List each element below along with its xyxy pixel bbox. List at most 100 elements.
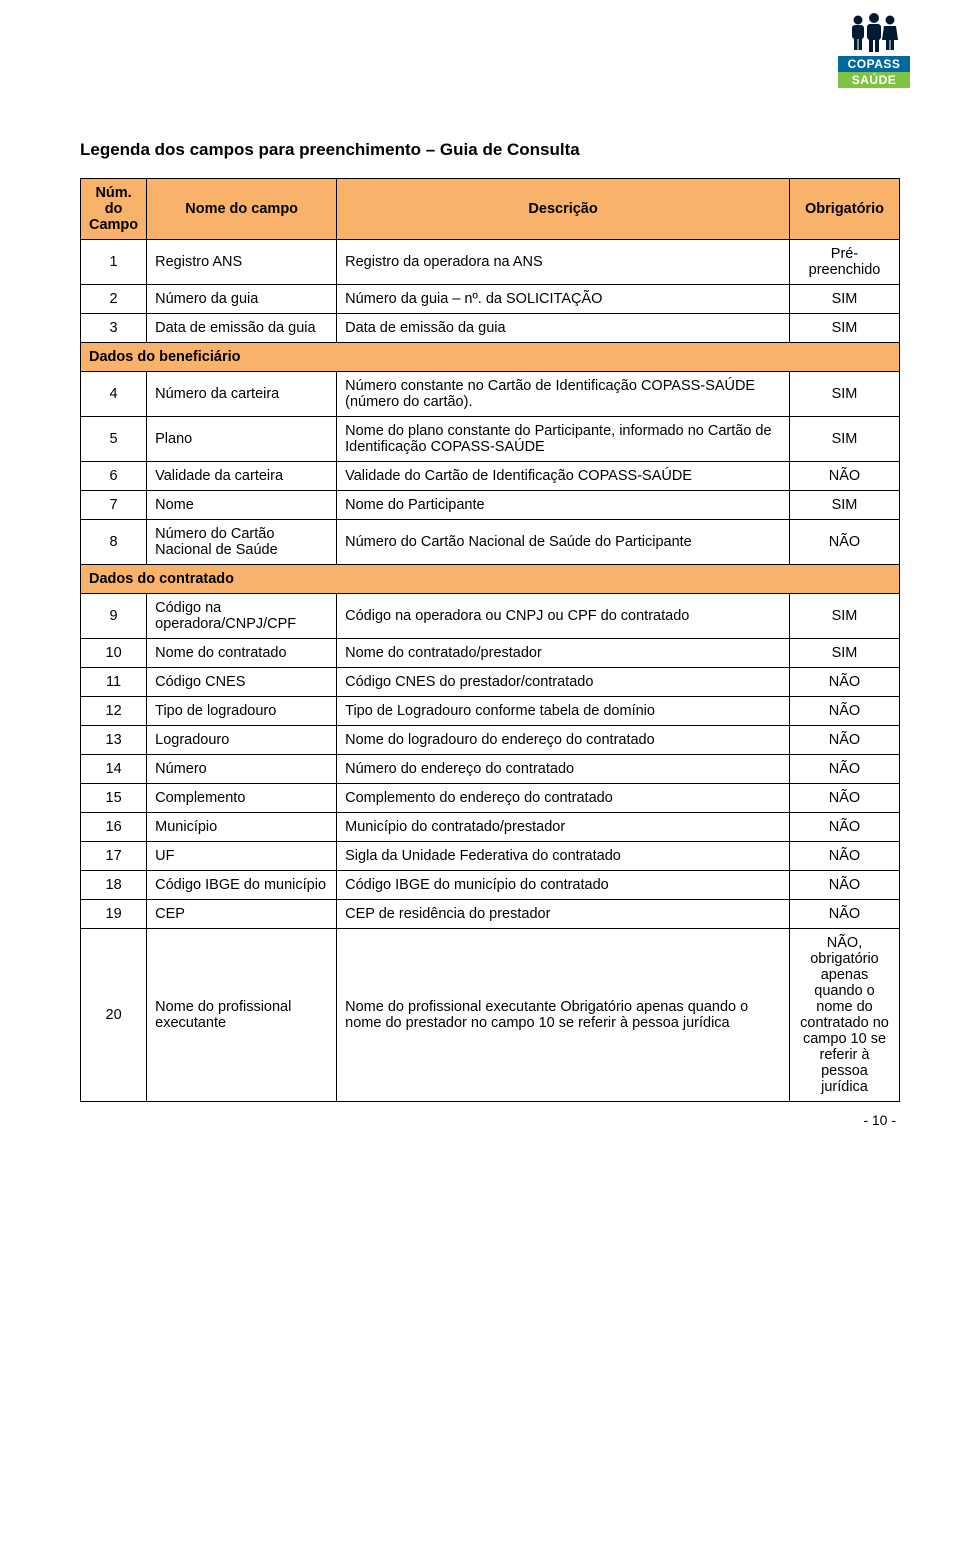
cell-desc: Município do contratado/prestador — [337, 813, 790, 842]
cell-req: SIM — [790, 491, 900, 520]
table-row: 4 Número da carteira Número constante no… — [81, 372, 900, 417]
cell-desc: Nome do logradouro do endereço do contra… — [337, 726, 790, 755]
table-row: 19 CEP CEP de residência do prestador NÃ… — [81, 900, 900, 929]
cell-num: 20 — [81, 929, 147, 1102]
table-row: 10 Nome do contratado Nome do contratado… — [81, 639, 900, 668]
cell-req: SIM — [790, 372, 900, 417]
table-row: 7 Nome Nome do Participante SIM — [81, 491, 900, 520]
table-row: 15 Complemento Complemento do endereço d… — [81, 784, 900, 813]
document-page: COPASS SAÚDE Legenda dos campos para pre… — [0, 0, 960, 1148]
cell-desc: Validade do Cartão de Identificação COPA… — [337, 462, 790, 491]
cell-desc: Número constante no Cartão de Identifica… — [337, 372, 790, 417]
table-row: 5 Plano Nome do plano constante do Parti… — [81, 417, 900, 462]
cell-req: NÃO — [790, 871, 900, 900]
page-number: - 10 - — [80, 1112, 900, 1128]
table-row: 16 Município Município do contratado/pre… — [81, 813, 900, 842]
cell-name: Complemento — [147, 784, 337, 813]
cell-name: Número do Cartão Nacional de Saúde — [147, 520, 337, 565]
cell-num: 13 — [81, 726, 147, 755]
header-num: Núm. do Campo — [81, 179, 147, 240]
cell-num: 8 — [81, 520, 147, 565]
cell-desc: Número do endereço do contratado — [337, 755, 790, 784]
cell-req: SIM — [790, 594, 900, 639]
cell-num: 9 — [81, 594, 147, 639]
cell-req: NÃO, obrigatório apenas quando o nome do… — [790, 929, 900, 1102]
cell-req: NÃO — [790, 755, 900, 784]
cell-num: 7 — [81, 491, 147, 520]
cell-desc: Complemento do endereço do contratado — [337, 784, 790, 813]
cell-name: Plano — [147, 417, 337, 462]
table-row: 1 Registro ANS Registro da operadora na … — [81, 240, 900, 285]
section-row-contratado: Dados do contratado — [81, 565, 900, 594]
cell-desc: Nome do plano constante do Participante,… — [337, 417, 790, 462]
cell-req: Pré-preenchido — [790, 240, 900, 285]
cell-req: NÃO — [790, 726, 900, 755]
cell-req: NÃO — [790, 668, 900, 697]
cell-desc: Tipo de Logradouro conforme tabela de do… — [337, 697, 790, 726]
header-name: Nome do campo — [147, 179, 337, 240]
cell-desc: Número do Cartão Nacional de Saúde do Pa… — [337, 520, 790, 565]
cell-req: NÃO — [790, 900, 900, 929]
table-row: 11 Código CNES Código CNES do prestador/… — [81, 668, 900, 697]
cell-num: 1 — [81, 240, 147, 285]
section-label: Dados do beneficiário — [81, 343, 900, 372]
cell-desc: Nome do Participante — [337, 491, 790, 520]
cell-name: Data de emissão da guia — [147, 314, 337, 343]
cell-name: Registro ANS — [147, 240, 337, 285]
cell-name: Número da guia — [147, 285, 337, 314]
cell-desc: Código na operadora ou CNPJ ou CPF do co… — [337, 594, 790, 639]
cell-name: Código na operadora/CNPJ/CPF — [147, 594, 337, 639]
cell-desc: Sigla da Unidade Federativa do contratad… — [337, 842, 790, 871]
cell-num: 17 — [81, 842, 147, 871]
cell-req: SIM — [790, 639, 900, 668]
table-row: 9 Código na operadora/CNPJ/CPF Código na… — [81, 594, 900, 639]
table-row: 17 UF Sigla da Unidade Federativa do con… — [81, 842, 900, 871]
header-desc: Descrição — [337, 179, 790, 240]
cell-desc: Nome do contratado/prestador — [337, 639, 790, 668]
cell-desc: Data de emissão da guia — [337, 314, 790, 343]
cell-req: NÃO — [790, 784, 900, 813]
cell-req: NÃO — [790, 462, 900, 491]
people-icon — [838, 12, 910, 54]
cell-req: NÃO — [790, 520, 900, 565]
table-row: 3 Data de emissão da guia Data de emissã… — [81, 314, 900, 343]
cell-num: 11 — [81, 668, 147, 697]
cell-name: Validade da carteira — [147, 462, 337, 491]
cell-name: Código IBGE do município — [147, 871, 337, 900]
table-row: 2 Número da guia Número da guia – nº. da… — [81, 285, 900, 314]
cell-req: NÃO — [790, 813, 900, 842]
cell-desc: Código CNES do prestador/contratado — [337, 668, 790, 697]
cell-desc: Número da guia – nº. da SOLICITAÇÃO — [337, 285, 790, 314]
cell-desc: Nome do profissional executante Obrigató… — [337, 929, 790, 1102]
cell-num: 14 — [81, 755, 147, 784]
brand-name-bottom: SAÚDE — [838, 72, 910, 88]
cell-name: Nome — [147, 491, 337, 520]
cell-desc: Registro da operadora na ANS — [337, 240, 790, 285]
table-row: 20 Nome do profissional executante Nome … — [81, 929, 900, 1102]
cell-num: 2 — [81, 285, 147, 314]
cell-num: 18 — [81, 871, 147, 900]
table-row: 14 Número Número do endereço do contrata… — [81, 755, 900, 784]
cell-num: 16 — [81, 813, 147, 842]
table-row: 6 Validade da carteira Validade do Cartã… — [81, 462, 900, 491]
section-row-beneficiario: Dados do beneficiário — [81, 343, 900, 372]
table-row: 8 Número do Cartão Nacional de Saúde Núm… — [81, 520, 900, 565]
brand-logo: COPASS SAÚDE — [838, 12, 910, 88]
page-title: Legenda dos campos para preenchimento – … — [80, 140, 900, 160]
cell-name: UF — [147, 842, 337, 871]
cell-num: 5 — [81, 417, 147, 462]
brand-name-top: COPASS — [838, 56, 910, 72]
cell-num: 19 — [81, 900, 147, 929]
cell-req: SIM — [790, 285, 900, 314]
table-row: 18 Código IBGE do município Código IBGE … — [81, 871, 900, 900]
cell-req: NÃO — [790, 842, 900, 871]
cell-name: Número — [147, 755, 337, 784]
cell-desc: Código IBGE do município do contratado — [337, 871, 790, 900]
header-req: Obrigatório — [790, 179, 900, 240]
table-row: 12 Tipo de logradouro Tipo de Logradouro… — [81, 697, 900, 726]
cell-num: 4 — [81, 372, 147, 417]
cell-num: 6 — [81, 462, 147, 491]
cell-req: SIM — [790, 314, 900, 343]
cell-req: NÃO — [790, 697, 900, 726]
cell-name: Logradouro — [147, 726, 337, 755]
